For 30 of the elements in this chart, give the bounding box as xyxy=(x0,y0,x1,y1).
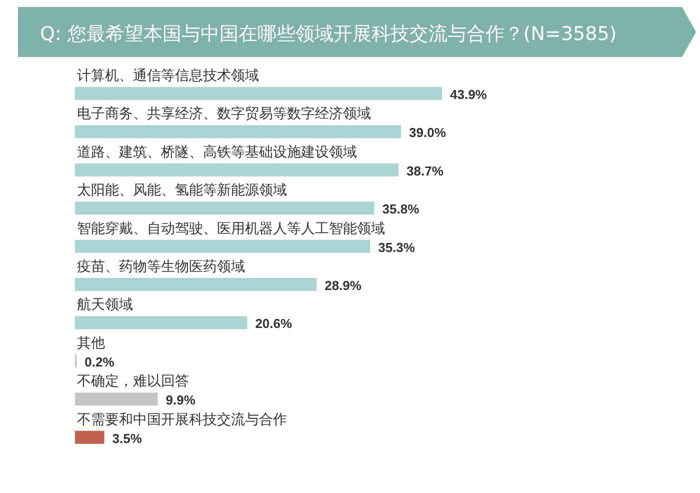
y-tick-label: 不需要和中国开展科技交流与合作 xyxy=(77,412,287,428)
y-tick-label: 不确定，难以回答 xyxy=(77,374,189,390)
data-label: 35.8% xyxy=(382,202,420,217)
y-tick-label: 太阳能、风能、氢能等新能源领域 xyxy=(77,182,287,199)
bar xyxy=(75,278,317,291)
y-tick-label: 电子商务、共享经济、数字贸易等数字经济领域 xyxy=(77,106,371,122)
bar xyxy=(75,240,370,253)
data-label: 28.9% xyxy=(324,278,362,293)
y-tick-label: 疫苗、药物等生物医药领域 xyxy=(77,259,245,275)
chart-title: Q: 您最希望本国与中国在哪些领域开展科技交流与合作？(N=3585) xyxy=(40,23,617,45)
y-tick-label: 航天领域 xyxy=(77,297,133,314)
data-label: 9.9% xyxy=(166,392,196,408)
bar xyxy=(75,202,374,215)
bar xyxy=(75,392,158,406)
data-label: 38.7% xyxy=(406,163,444,178)
y-tick-label: 道路、建筑、桥隧、高铁等基础设施建设领域 xyxy=(77,144,357,160)
bar xyxy=(75,316,248,330)
data-label: 20.6% xyxy=(255,316,293,332)
data-label: 3.5% xyxy=(112,430,142,446)
y-tick-label: 计算机、通信等信息技术领域 xyxy=(77,68,259,84)
data-label: 43.9% xyxy=(450,87,488,102)
bar xyxy=(75,87,442,100)
bar xyxy=(75,163,399,176)
y-tick-label: 其他 xyxy=(77,335,105,352)
bar xyxy=(75,430,104,444)
y-tick-label: 智能穿戴、自动驾驶、医用机器人等人工智能领域 xyxy=(77,220,385,237)
data-label: 0.2% xyxy=(84,354,115,370)
bar xyxy=(75,125,402,138)
data-label: 35.3% xyxy=(378,240,416,255)
data-label: 39.0% xyxy=(409,125,446,140)
